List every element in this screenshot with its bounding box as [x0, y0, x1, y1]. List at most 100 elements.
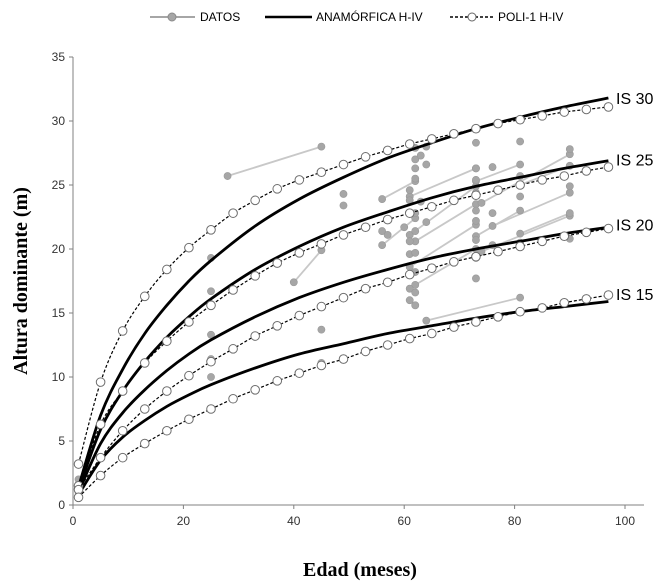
anamorfica-curve-is30 — [77, 96, 609, 488]
x-tick-label: 60 — [398, 514, 412, 528]
observed-data-point — [422, 316, 431, 325]
observed-data-point — [378, 241, 387, 250]
observed-data-line — [481, 153, 571, 204]
poli-marker — [294, 248, 305, 258]
y-tick-label: 15 — [52, 306, 66, 320]
observed-data-point — [516, 137, 525, 146]
poli-marker — [559, 231, 570, 241]
observed-data-line — [381, 217, 416, 246]
observed-data-point — [411, 174, 420, 183]
observed-data-line — [492, 191, 571, 227]
y-tick-label: 0 — [58, 498, 65, 512]
poli-marker — [515, 241, 525, 252]
x-tick-label: 80 — [508, 514, 522, 528]
poli-marker — [471, 123, 481, 134]
poli-marker — [338, 354, 349, 364]
observed-data-point — [416, 151, 425, 160]
poli-marker — [360, 283, 371, 294]
observed-data-point — [317, 142, 326, 151]
legend: DATOS ANAMÓRFICA H-IV POLI-1 H-IV — [150, 9, 563, 24]
observed-data-point — [223, 172, 232, 180]
y-axis-title: Altura dominante (m) — [10, 187, 32, 375]
poli-marker — [537, 175, 548, 185]
observed-data-point — [516, 192, 525, 201]
observed-data-point — [472, 236, 480, 244]
poli-marker — [294, 175, 305, 185]
poli-marker — [162, 264, 172, 275]
poli-marker — [95, 470, 106, 481]
observed-data-line — [475, 163, 521, 183]
poli-marker — [184, 317, 194, 327]
observed-data-point — [422, 218, 431, 227]
poli-marker — [95, 452, 106, 463]
poli-marker — [294, 310, 305, 321]
poli-marker — [404, 208, 415, 218]
x-tick-label: 40 — [287, 514, 301, 528]
poli-marker — [228, 208, 238, 218]
poli-marker — [272, 321, 283, 331]
poli-marker — [581, 294, 592, 304]
poli-marker — [184, 242, 194, 253]
poli-marker — [603, 223, 614, 234]
anamorfica-curve-is20 — [77, 225, 609, 493]
observed-data-point — [405, 284, 414, 293]
legend-marker-poli — [467, 12, 477, 22]
poli-marker — [493, 118, 503, 129]
observed-data-point — [516, 229, 525, 238]
observed-data-point — [378, 195, 387, 203]
observed-data-point — [411, 288, 420, 297]
poli-marker — [603, 162, 614, 172]
site-label-is30: IS 30 — [616, 91, 653, 108]
poli-marker — [117, 452, 128, 463]
poli-marker — [360, 346, 371, 357]
observed-data-point — [289, 278, 298, 287]
poli-marker — [382, 214, 393, 225]
poli-marker — [449, 322, 459, 332]
poli-marker — [117, 425, 128, 436]
poli-marker — [206, 404, 216, 414]
site-index-labels: IS 30 IS 25 IS 20 IS 15 — [616, 91, 653, 304]
poli-marker — [139, 404, 150, 414]
observed-data-point — [405, 296, 414, 305]
poli-marker — [272, 376, 283, 386]
poli-marker — [162, 336, 172, 346]
observed-data-point — [477, 199, 486, 207]
site-label-is25: IS 25 — [616, 152, 653, 169]
poli-marker — [206, 356, 216, 367]
poli-marker — [139, 291, 150, 302]
poli-marker — [184, 414, 194, 425]
poli-marker — [338, 159, 349, 170]
poli-marker — [603, 102, 614, 112]
observed-data-point — [472, 206, 480, 215]
y-tick-label: 10 — [52, 370, 66, 384]
observed-data-point — [516, 206, 525, 215]
poli-marker — [537, 303, 548, 313]
poli-marker — [272, 184, 283, 194]
legend-item-poli: POLI-1 H-IV — [450, 10, 563, 24]
poli-marker — [360, 152, 371, 162]
poli-marker — [73, 492, 84, 503]
poli-marker — [382, 277, 393, 288]
poli-marker — [162, 425, 172, 436]
poli-marker — [117, 386, 128, 396]
observed-data-point — [472, 138, 480, 147]
poli-marker — [427, 201, 437, 212]
poli-marker — [250, 271, 260, 281]
axes — [72, 57, 644, 506]
poli-marker — [559, 297, 570, 308]
poli-marker — [515, 114, 525, 125]
poli-marker — [449, 257, 459, 267]
observed-data-point — [411, 248, 420, 257]
observed-data-point — [411, 164, 420, 173]
observed-data-point — [516, 293, 525, 302]
observed-data-line — [293, 249, 323, 283]
site-label-is20: IS 20 — [616, 218, 653, 235]
observed-data-line — [519, 212, 571, 235]
poli-marker — [537, 111, 548, 121]
poli-marker — [581, 104, 592, 115]
model-curves — [73, 96, 614, 503]
observed-data-point — [422, 160, 431, 169]
poli-curve-is15 — [78, 294, 609, 498]
observed-data-point — [411, 301, 420, 310]
